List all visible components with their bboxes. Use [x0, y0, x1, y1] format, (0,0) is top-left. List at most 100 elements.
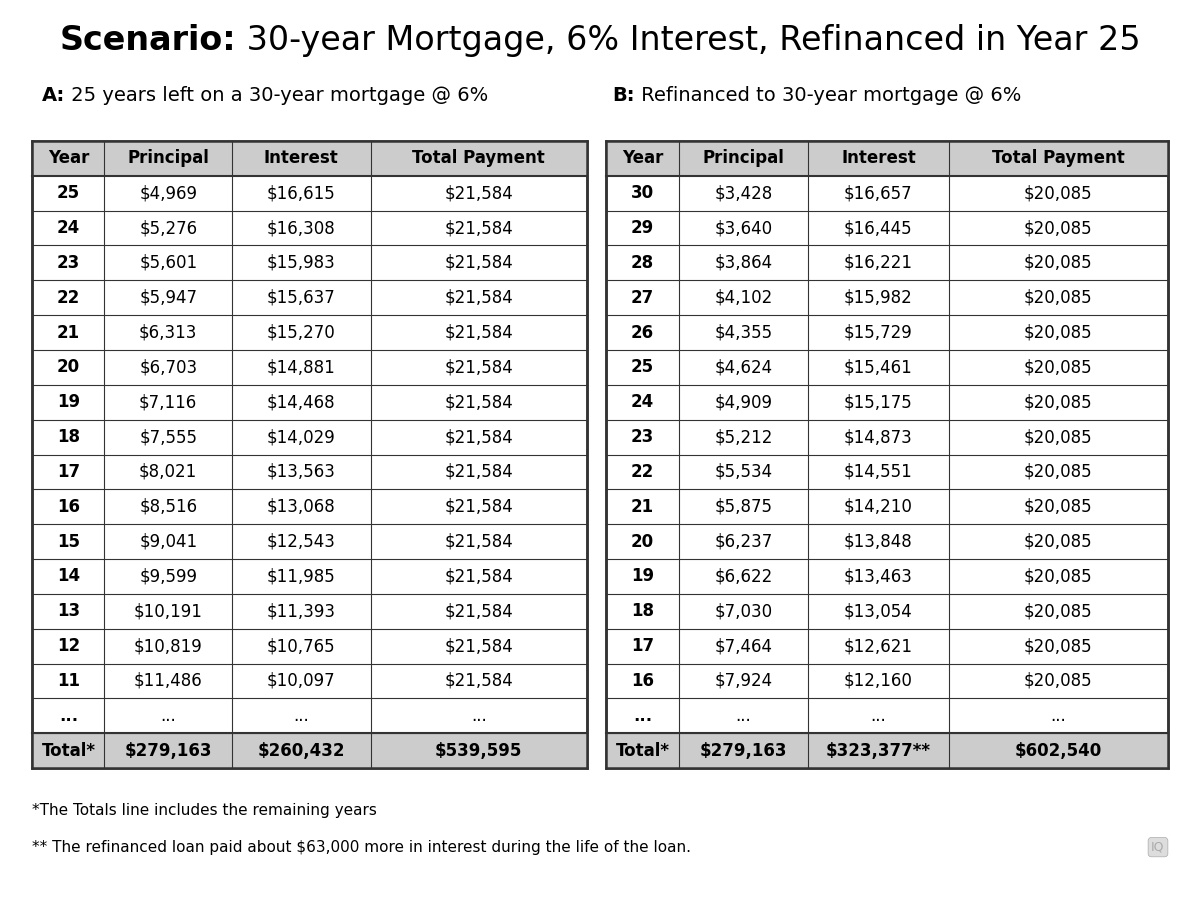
- Text: $15,175: $15,175: [844, 394, 913, 411]
- Bar: [606, 141, 1168, 175]
- Text: 17: 17: [56, 463, 80, 481]
- Text: A:: A:: [42, 86, 65, 105]
- Text: $13,463: $13,463: [844, 567, 913, 585]
- Text: $16,221: $16,221: [844, 254, 913, 272]
- Text: 13: 13: [56, 603, 80, 620]
- Text: Scenario:: Scenario:: [59, 25, 236, 57]
- Text: Year: Year: [622, 149, 664, 167]
- Text: $8,021: $8,021: [139, 463, 197, 481]
- Text: $21,584: $21,584: [444, 289, 514, 306]
- Text: $4,355: $4,355: [714, 324, 773, 342]
- Text: 30: 30: [631, 185, 654, 202]
- Text: 19: 19: [631, 567, 654, 585]
- Text: 21: 21: [631, 498, 654, 515]
- Text: $20,085: $20,085: [1024, 324, 1092, 342]
- Bar: [606, 734, 1168, 768]
- Text: 25: 25: [631, 358, 654, 376]
- Text: $16,657: $16,657: [844, 185, 913, 202]
- Text: 28: 28: [631, 254, 654, 272]
- Text: $12,160: $12,160: [844, 672, 913, 690]
- Text: $20,085: $20,085: [1024, 358, 1092, 376]
- Text: $15,461: $15,461: [844, 358, 913, 376]
- Text: $21,584: $21,584: [444, 254, 514, 272]
- Text: 30-year Mortgage, 6% Interest, Refinanced in Year 25: 30-year Mortgage, 6% Interest, Refinance…: [236, 25, 1141, 57]
- Text: ...: ...: [161, 707, 176, 724]
- Text: $5,212: $5,212: [714, 428, 773, 446]
- Text: $21,584: $21,584: [444, 428, 514, 446]
- Text: ...: ...: [632, 707, 652, 724]
- Text: 16: 16: [631, 672, 654, 690]
- Text: $539,595: $539,595: [436, 742, 522, 760]
- Text: $12,621: $12,621: [844, 637, 913, 655]
- Text: $3,864: $3,864: [714, 254, 773, 272]
- Text: $5,601: $5,601: [139, 254, 197, 272]
- Text: $16,308: $16,308: [266, 219, 336, 237]
- Text: *The Totals line includes the remaining years: *The Totals line includes the remaining …: [32, 804, 377, 818]
- Text: $14,873: $14,873: [844, 428, 913, 446]
- Text: $20,085: $20,085: [1024, 533, 1092, 551]
- Text: Scenario: 30-year Mortgage, 6% Interest, Refinanced in Year 25: Scenario: 30-year Mortgage, 6% Interest,…: [70, 25, 1130, 57]
- Text: 25: 25: [56, 185, 80, 202]
- Text: $21,584: $21,584: [444, 567, 514, 585]
- Bar: [32, 141, 587, 768]
- Text: $15,637: $15,637: [266, 289, 336, 306]
- Text: 15: 15: [56, 533, 80, 551]
- Text: 27: 27: [631, 289, 654, 306]
- Text: ...: ...: [470, 707, 486, 724]
- Text: $7,116: $7,116: [139, 394, 197, 411]
- Text: Interest: Interest: [264, 149, 338, 167]
- Text: 22: 22: [631, 463, 654, 481]
- Text: ...: ...: [59, 707, 78, 724]
- Text: ...: ...: [1050, 707, 1066, 724]
- Text: $21,584: $21,584: [444, 498, 514, 515]
- Text: $20,085: $20,085: [1024, 289, 1092, 306]
- Text: $21,584: $21,584: [444, 358, 514, 376]
- Text: ...: ...: [870, 707, 887, 724]
- Text: $16,445: $16,445: [844, 219, 913, 237]
- Text: Principal: Principal: [127, 149, 209, 167]
- Text: 17: 17: [631, 637, 654, 655]
- Text: $21,584: $21,584: [444, 603, 514, 620]
- Text: $4,624: $4,624: [714, 358, 773, 376]
- Text: $323,377**: $323,377**: [826, 742, 931, 760]
- Text: 22: 22: [56, 289, 80, 306]
- Text: $12,543: $12,543: [266, 533, 336, 551]
- Text: $20,085: $20,085: [1024, 498, 1092, 515]
- Text: $20,085: $20,085: [1024, 185, 1092, 202]
- Text: $20,085: $20,085: [1024, 603, 1092, 620]
- Text: 20: 20: [56, 358, 80, 376]
- Text: Refinanced to 30-year mortgage @ 6%: Refinanced to 30-year mortgage @ 6%: [635, 86, 1021, 105]
- Text: 23: 23: [631, 428, 654, 446]
- Text: $6,703: $6,703: [139, 358, 197, 376]
- Text: 19: 19: [56, 394, 80, 411]
- Text: 20: 20: [631, 533, 654, 551]
- Text: $9,041: $9,041: [139, 533, 197, 551]
- Text: $15,270: $15,270: [266, 324, 336, 342]
- Text: $5,947: $5,947: [139, 289, 197, 306]
- Text: $21,584: $21,584: [444, 324, 514, 342]
- Text: 16: 16: [56, 498, 80, 515]
- Text: $10,819: $10,819: [134, 637, 203, 655]
- Text: 25 years left on a 30-year mortgage @ 6%: 25 years left on a 30-year mortgage @ 6%: [65, 86, 488, 105]
- Text: $20,085: $20,085: [1024, 219, 1092, 237]
- Text: $9,599: $9,599: [139, 567, 197, 585]
- Text: $20,085: $20,085: [1024, 463, 1092, 481]
- Text: $15,729: $15,729: [844, 324, 913, 342]
- Text: $6,313: $6,313: [139, 324, 198, 342]
- Text: $15,983: $15,983: [266, 254, 336, 272]
- Text: IQ: IQ: [1151, 841, 1165, 854]
- Text: $11,486: $11,486: [134, 672, 203, 690]
- Text: 14: 14: [56, 567, 80, 585]
- Text: $8,516: $8,516: [139, 498, 197, 515]
- Text: $5,276: $5,276: [139, 219, 197, 237]
- Text: Total*: Total*: [616, 742, 670, 760]
- Text: Total Payment: Total Payment: [991, 149, 1124, 167]
- Text: $6,237: $6,237: [714, 533, 773, 551]
- Text: 23: 23: [56, 254, 80, 272]
- Text: $13,068: $13,068: [266, 498, 336, 515]
- Text: $13,563: $13,563: [266, 463, 336, 481]
- Text: $21,584: $21,584: [444, 533, 514, 551]
- Text: Principal: Principal: [703, 149, 785, 167]
- Text: $20,085: $20,085: [1024, 428, 1092, 446]
- Text: $20,085: $20,085: [1024, 672, 1092, 690]
